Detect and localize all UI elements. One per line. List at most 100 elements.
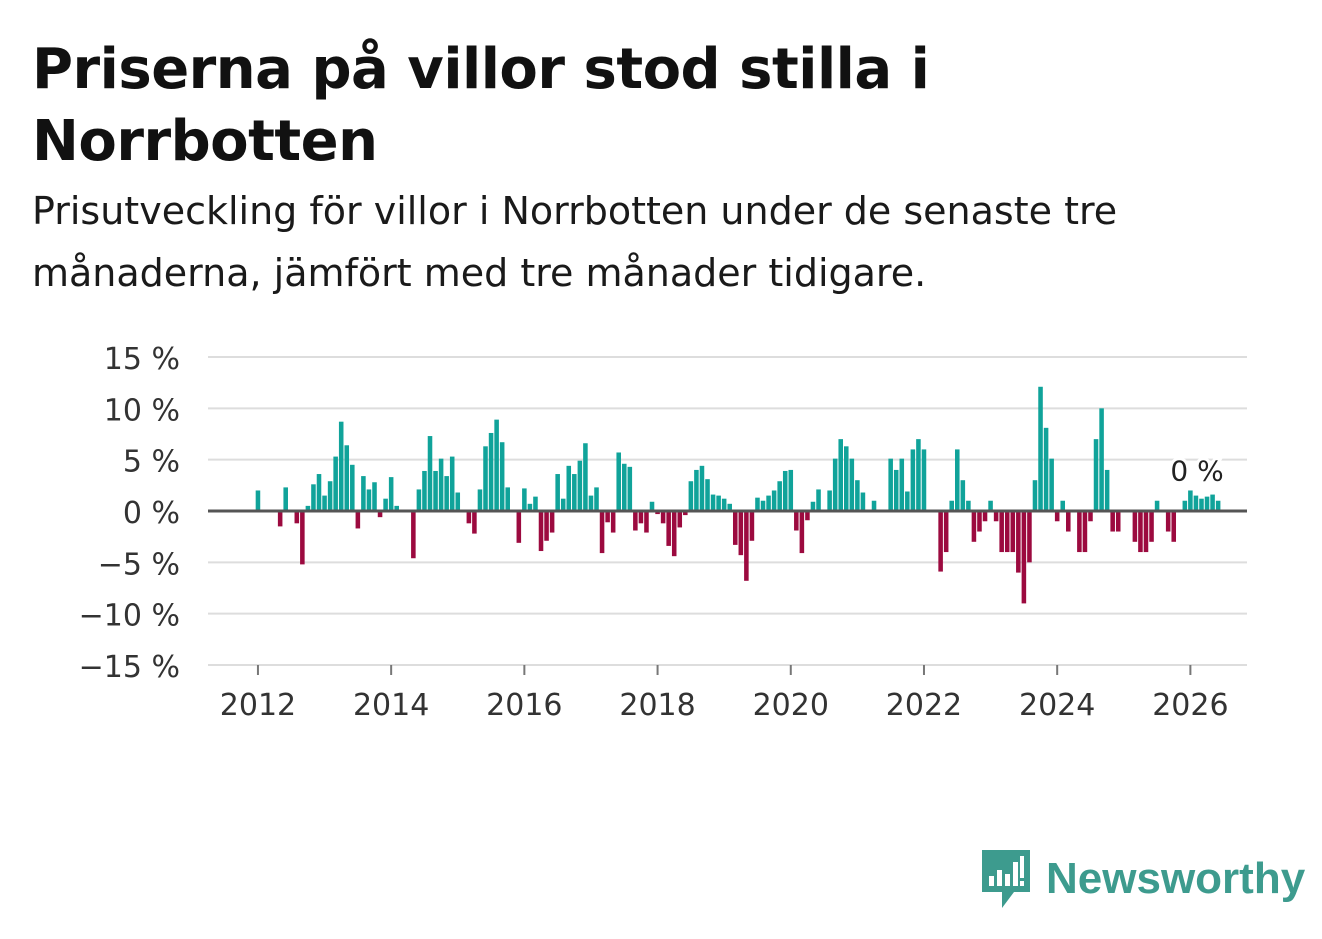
x-tick-label: 2016 xyxy=(486,688,562,723)
bar xyxy=(1143,511,1149,553)
bar xyxy=(860,492,866,511)
bar xyxy=(1099,408,1104,511)
bar xyxy=(577,460,583,511)
x-tick-label: 2026 xyxy=(1152,688,1228,723)
bar xyxy=(810,501,816,511)
bar xyxy=(832,458,838,511)
bar xyxy=(477,489,483,511)
bar xyxy=(627,466,633,511)
bar xyxy=(844,446,849,511)
bar xyxy=(366,489,372,511)
bar xyxy=(893,469,899,511)
bar xyxy=(1077,511,1082,553)
bar xyxy=(683,511,688,516)
bar xyxy=(433,470,438,511)
bar xyxy=(943,511,949,553)
bar xyxy=(1110,511,1115,532)
bar xyxy=(583,443,588,511)
bar xyxy=(1032,480,1038,511)
bar xyxy=(422,470,427,511)
bar xyxy=(949,500,954,511)
bar xyxy=(688,481,694,511)
bar xyxy=(871,500,877,511)
bar xyxy=(472,511,477,534)
bar xyxy=(533,496,538,511)
newsworthy-logo-icon xyxy=(982,850,1030,908)
bar xyxy=(799,511,805,554)
bar xyxy=(1149,511,1154,542)
bar xyxy=(921,449,927,511)
y-tick-label: −15 % xyxy=(79,650,180,685)
bar xyxy=(1049,458,1054,511)
y-tick-label: −5 % xyxy=(98,547,180,582)
bar xyxy=(1021,511,1027,604)
bar xyxy=(666,511,671,546)
bar xyxy=(544,511,549,541)
axis-layer xyxy=(208,509,1247,675)
bar xyxy=(394,505,399,511)
bar xyxy=(505,487,510,511)
bar xyxy=(1082,511,1088,553)
bar xyxy=(910,449,916,511)
bar xyxy=(1154,500,1160,511)
bar xyxy=(788,469,794,511)
x-tick-label: 2020 xyxy=(753,688,829,723)
newsworthy-logo: Newsworthy xyxy=(980,848,1305,910)
y-tick-label: −10 % xyxy=(79,599,180,634)
bar xyxy=(1104,469,1110,511)
bar xyxy=(350,464,355,511)
bar xyxy=(710,494,716,511)
bar xyxy=(1193,495,1199,511)
bar xyxy=(494,419,499,511)
bar xyxy=(372,482,377,511)
bar xyxy=(1010,511,1016,553)
x-tick-label: 2018 xyxy=(619,688,695,723)
bar xyxy=(355,511,361,529)
bar xyxy=(755,497,760,511)
bar xyxy=(727,503,732,511)
bar xyxy=(283,487,288,511)
bar xyxy=(905,491,910,511)
bar xyxy=(982,511,988,522)
bar xyxy=(316,474,322,511)
bar xyxy=(333,456,338,511)
bar xyxy=(522,488,527,511)
bar-layer xyxy=(255,386,1221,604)
bar xyxy=(999,511,1004,553)
bar xyxy=(1204,496,1210,511)
bar xyxy=(738,511,744,556)
bar xyxy=(749,511,755,541)
brand-name: Newsworthy xyxy=(1046,854,1306,903)
bar xyxy=(1066,511,1071,532)
bar xyxy=(516,511,522,543)
bar xyxy=(660,511,666,524)
bar xyxy=(777,481,782,511)
bar xyxy=(760,500,766,511)
bar xyxy=(955,449,960,511)
bar-chart: 15 % 10 % 5 % 0 % −5 % −10 % −15 % 2012 2014 2016… xyxy=(79,342,1247,723)
bar xyxy=(816,489,821,511)
bar xyxy=(599,511,605,554)
x-tick-label: 2012 xyxy=(220,688,296,723)
bar xyxy=(610,511,616,533)
bar xyxy=(572,474,577,511)
bar xyxy=(427,436,433,511)
bar xyxy=(1210,494,1215,511)
bar xyxy=(971,511,977,542)
bar xyxy=(1115,511,1121,532)
bar xyxy=(1171,511,1177,542)
bar xyxy=(483,446,488,511)
bar xyxy=(488,432,494,511)
bar xyxy=(361,476,366,511)
bar xyxy=(649,501,655,511)
bar xyxy=(993,511,999,522)
bar xyxy=(694,469,699,511)
chart-subtitle: Prisutveckling för villor i Norrbotten u… xyxy=(32,189,1118,295)
bar xyxy=(499,442,505,511)
bar xyxy=(255,490,261,511)
latest-value-label: 0 % xyxy=(1170,454,1223,487)
bar xyxy=(916,439,921,511)
bar xyxy=(838,439,843,511)
bar xyxy=(621,463,627,511)
bar xyxy=(849,458,855,511)
